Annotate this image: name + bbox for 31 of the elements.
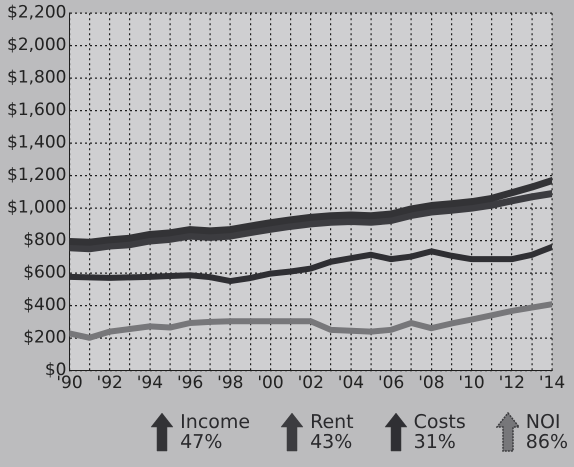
y-tick-label: $600: [23, 262, 66, 283]
x-tick-label: '94: [136, 373, 164, 394]
y-tick-label: $1,000: [7, 198, 66, 218]
y-tick-label: $2,200: [7, 2, 66, 23]
y-tick-label: $1,800: [7, 68, 66, 88]
text: 86%: [526, 431, 568, 453]
x-tick-label: '96: [176, 373, 204, 394]
y-tick-label: $1,200: [7, 165, 66, 186]
y-tick-label: $400: [23, 295, 66, 316]
y-tick-label: $2,000: [7, 35, 66, 56]
legend-label: Rent: [310, 411, 354, 433]
text: 43%: [310, 431, 354, 453]
x-tick-label: '00: [257, 373, 284, 394]
y-tick-label: $800: [23, 230, 66, 250]
x-tick-label: '02: [298, 373, 324, 394]
x-tick-label: '10: [458, 373, 485, 394]
x-tick-label: '08: [418, 373, 445, 394]
x-tick-label: '14: [538, 373, 566, 394]
legend-label: Costs: [414, 411, 466, 433]
x-tick-label: '98: [217, 373, 244, 394]
y-tick-label: $200: [23, 328, 66, 348]
text: 47%: [180, 431, 224, 453]
x-tick-label: '04: [338, 373, 364, 394]
text: 31%: [414, 431, 457, 453]
legend-label: Income: [180, 411, 250, 433]
y-tick-label: $1,600: [7, 100, 66, 120]
legend-label: NOI: [526, 411, 562, 433]
x-tick-label: '92: [96, 373, 123, 394]
y-tick-label: $1,400: [7, 132, 66, 153]
x-tick-label: '06: [378, 373, 404, 394]
x-tick-label: '12: [498, 373, 525, 394]
